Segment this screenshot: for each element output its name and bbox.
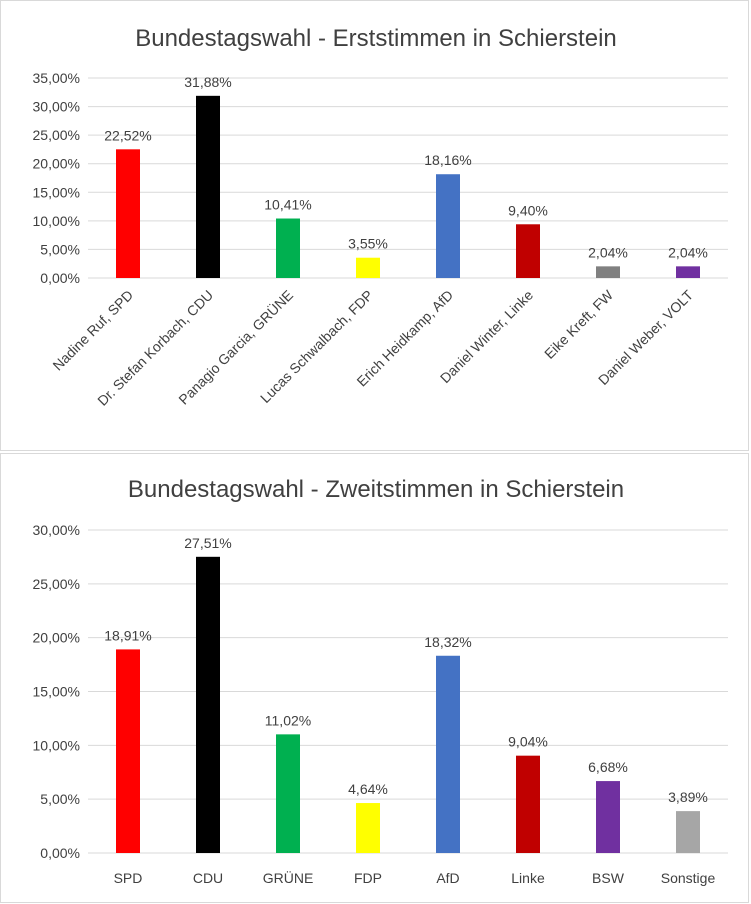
chart2-data-label: 4,64%: [348, 781, 388, 797]
chart2-bar: [196, 556, 220, 853]
chart2-category-label: CDU: [193, 870, 223, 886]
chart2-bar: [516, 755, 540, 853]
chart1-bar: [116, 149, 140, 278]
chart2-category-label: BSW: [592, 870, 625, 886]
chart2-y-tick-label: 15,00%: [33, 684, 80, 700]
chart1-data-label: 22,52%: [104, 127, 151, 143]
chart2-y-tick-label: 0,00%: [40, 845, 80, 861]
erststimmen-chart-title: Bundestagswahl - Erststimmen in Schierst…: [135, 25, 617, 52]
chart2-category-label: Linke: [511, 870, 545, 886]
chart1-data-label: 2,04%: [668, 244, 708, 260]
chart1-y-tick-label: 25,00%: [33, 127, 80, 143]
chart2-category-label: FDP: [354, 870, 382, 886]
chart1-bar: [276, 218, 300, 278]
chart1-y-tick-label: 20,00%: [33, 156, 80, 172]
chart1-y-tick-label: 5,00%: [40, 241, 80, 257]
chart1-bar: [356, 257, 380, 278]
chart1-y-tick-label: 10,00%: [33, 213, 80, 229]
chart1-y-tick-label: 30,00%: [33, 99, 80, 115]
chart1-data-label: 18,16%: [424, 152, 471, 168]
chart1-y-tick-label: 15,00%: [33, 184, 80, 200]
chart2-bar: [116, 649, 140, 853]
erststimmen-chart-panel: Bundestagswahl - Erststimmen in Schierst…: [0, 0, 749, 451]
chart2-y-tick-label: 5,00%: [40, 791, 80, 807]
chart2-data-label: 9,04%: [508, 734, 548, 750]
chart1-y-tick-label: 35,00%: [33, 70, 80, 86]
chart2-y-tick-label: 10,00%: [33, 737, 80, 753]
chart1-y-tick-label: 0,00%: [40, 270, 80, 286]
chart1-bar: [196, 95, 220, 278]
chart2-bar: [356, 803, 380, 853]
chart2-y-tick-label: 20,00%: [33, 630, 80, 646]
chart2-category-label: Sonstige: [661, 870, 716, 886]
chart1-bar: [596, 266, 620, 278]
chart1-data-label: 10,41%: [264, 197, 311, 213]
chart2-bar: [596, 781, 620, 853]
chart2-data-label: 11,02%: [265, 712, 311, 728]
chart1-data-label: 9,40%: [508, 202, 548, 218]
chart1-bar: [516, 224, 540, 278]
zweitstimmen-chart-panel: Bundestagswahl - Zweitstimmen in Schiers…: [0, 453, 749, 903]
chart2-category-label: GRÜNE: [263, 869, 314, 886]
chart1-bar: [676, 266, 700, 278]
zweitstimmen-chart-title: Bundestagswahl - Zweitstimmen in Schiers…: [128, 476, 624, 503]
chart2-bar: [276, 734, 300, 853]
chart2-data-label: 18,91%: [104, 627, 151, 643]
chart2-category-label: SPD: [114, 870, 143, 886]
chart1-bar: [436, 174, 460, 278]
chart2-data-label: 27,51%: [184, 535, 231, 551]
chart2-data-label: 6,68%: [588, 759, 628, 775]
chart1-category-label: Eike Kreft, FW: [541, 286, 617, 362]
chart2-bar: [676, 811, 700, 853]
chart2-bar: [436, 655, 460, 853]
chart1-category-label: Nadine Ruf, SPD: [49, 287, 136, 374]
chart2-data-label: 3,89%: [668, 789, 708, 805]
chart2-category-label: AfD: [436, 870, 459, 886]
zweitstimmen-chart: Bundestagswahl - Zweitstimmen in Schiers…: [33, 476, 728, 886]
chart1-data-label: 3,55%: [348, 236, 388, 252]
chart2-y-tick-label: 25,00%: [33, 576, 80, 592]
chart1-data-label: 31,88%: [184, 74, 231, 90]
chart2-data-label: 18,32%: [424, 634, 471, 650]
chart1-data-label: 2,04%: [588, 244, 628, 260]
chart2-y-tick-label: 30,00%: [33, 522, 80, 538]
erststimmen-chart: Bundestagswahl - Erststimmen in Schierst…: [33, 25, 728, 409]
